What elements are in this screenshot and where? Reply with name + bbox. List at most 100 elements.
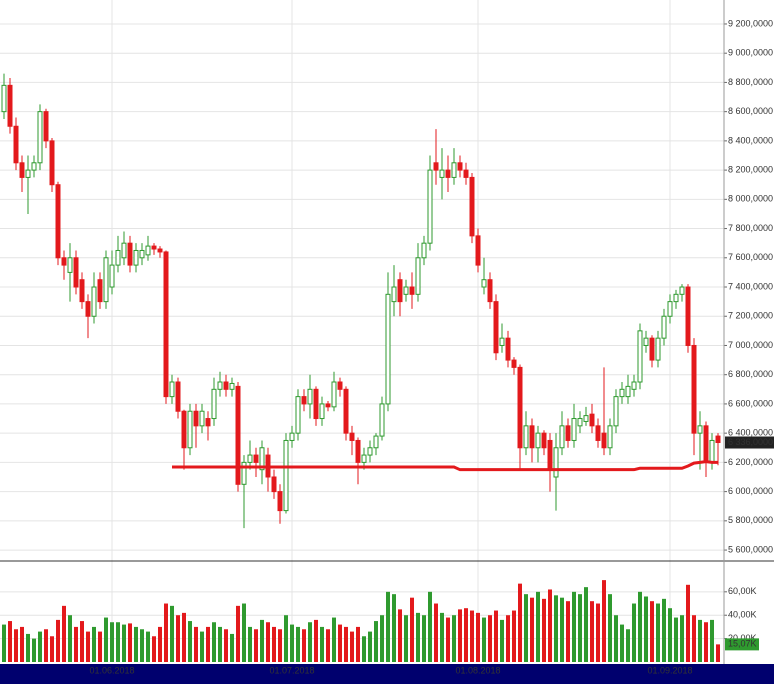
- candle-body: [97, 279, 103, 303]
- volume-bar: [626, 629, 630, 662]
- y-tick-label: 6 200,0000: [728, 457, 773, 467]
- volume-bar: [536, 591, 540, 662]
- candle-body: [547, 439, 553, 471]
- volume-bar: [8, 621, 12, 662]
- candle-body: [649, 337, 655, 361]
- volume-bar: [356, 626, 360, 662]
- candle-body: [541, 432, 547, 449]
- volume-bar: [122, 624, 126, 662]
- candle-body: [685, 286, 691, 346]
- volume-bar: [482, 617, 486, 662]
- last-volume-label: 15,07K: [728, 639, 757, 649]
- volume-bar: [224, 629, 228, 662]
- volume-bar: [476, 612, 480, 662]
- volume-bar: [242, 603, 246, 662]
- volume-bar: [110, 622, 114, 662]
- volume-bar: [518, 583, 522, 662]
- candle-body: [91, 286, 97, 317]
- candle-body: [109, 264, 115, 288]
- candle-body: [7, 84, 13, 127]
- candle-body: [667, 301, 673, 317]
- volume-bar: [500, 619, 504, 662]
- volume-bar: [200, 631, 204, 662]
- candle-body: [229, 382, 235, 390]
- candle-body: [25, 169, 31, 178]
- candle-body: [529, 425, 535, 449]
- candle-body: [13, 125, 19, 164]
- volume-tick-label: 20,00K: [728, 633, 757, 643]
- volume-bar: [266, 622, 270, 662]
- candle-body: [463, 169, 469, 178]
- candle-body: [355, 439, 361, 463]
- candle-body: [505, 337, 511, 361]
- candle-body: [457, 162, 463, 171]
- candle-body: [385, 293, 391, 405]
- y-tick-label: 8 000,0000: [728, 194, 773, 204]
- candle-body: [511, 359, 517, 368]
- volume-bar: [698, 619, 702, 662]
- volume-bar: [416, 612, 420, 662]
- candle-body: [445, 169, 451, 178]
- candle-body: [205, 418, 211, 427]
- candle-body: [67, 257, 73, 273]
- candle-body: [133, 249, 139, 266]
- candle-body: [301, 396, 307, 405]
- volume-bar: [584, 587, 588, 662]
- y-tick-label: 7 400,0000: [728, 281, 773, 291]
- y-tick-label: 8 600,0000: [728, 106, 773, 116]
- candle-body: [349, 432, 355, 441]
- candle-body: [601, 432, 607, 449]
- candle-body: [517, 366, 523, 449]
- volume-bar: [686, 584, 690, 662]
- candle-body: [103, 257, 109, 303]
- y-tick-label: 5 600,0000: [728, 544, 773, 554]
- volume-bar: [548, 589, 552, 662]
- volume-bar: [716, 644, 720, 662]
- volume-bar: [2, 624, 6, 662]
- y-tick-label: 8 400,0000: [728, 135, 773, 145]
- candle-body: [37, 111, 43, 164]
- volume-bar: [680, 615, 684, 662]
- volume-bar: [692, 615, 696, 662]
- volume-bar: [620, 624, 624, 662]
- candle-body: [31, 162, 37, 171]
- y-tick-label: 7 000,0000: [728, 340, 773, 350]
- volume-bar: [92, 626, 96, 662]
- volume-bar: [140, 629, 144, 662]
- volume-bar: [158, 626, 162, 662]
- volume-bar: [230, 633, 234, 662]
- volume-bar: [572, 591, 576, 662]
- volume-bar: [542, 598, 546, 662]
- volume-bar: [524, 594, 528, 662]
- candle-body: [403, 286, 409, 295]
- volume-bar: [98, 631, 102, 662]
- volume-bar: [632, 603, 636, 662]
- candle-body: [331, 381, 337, 408]
- y-tick-label: 9 200,0000: [728, 18, 773, 28]
- candle-body: [709, 439, 715, 463]
- candle-body: [163, 251, 169, 398]
- volume-bar: [326, 629, 330, 662]
- candle-body: [427, 169, 433, 244]
- candle-body: [145, 245, 151, 256]
- x-axis-band: [0, 664, 774, 684]
- candle-body: [673, 293, 679, 303]
- candle-body: [661, 315, 667, 339]
- volume-tick-label: 60,00K: [728, 586, 757, 596]
- candle-body: [139, 249, 145, 259]
- support-line: [172, 460, 718, 472]
- y-tick-label: 8 200,0000: [728, 164, 773, 174]
- candle-body: [415, 257, 421, 295]
- volume-bar: [134, 626, 138, 662]
- volume-bar: [578, 594, 582, 662]
- volume-bar: [566, 601, 570, 662]
- volume-bar: [338, 624, 342, 662]
- candle-body: [277, 491, 283, 512]
- volume-bar: [62, 605, 66, 662]
- candle-body: [49, 140, 55, 186]
- candle-body: [61, 257, 67, 266]
- volume-bar: [428, 591, 432, 662]
- volume-bar: [560, 597, 564, 662]
- y-tick-label: 6 000,0000: [728, 486, 773, 496]
- candle-body: [397, 279, 403, 303]
